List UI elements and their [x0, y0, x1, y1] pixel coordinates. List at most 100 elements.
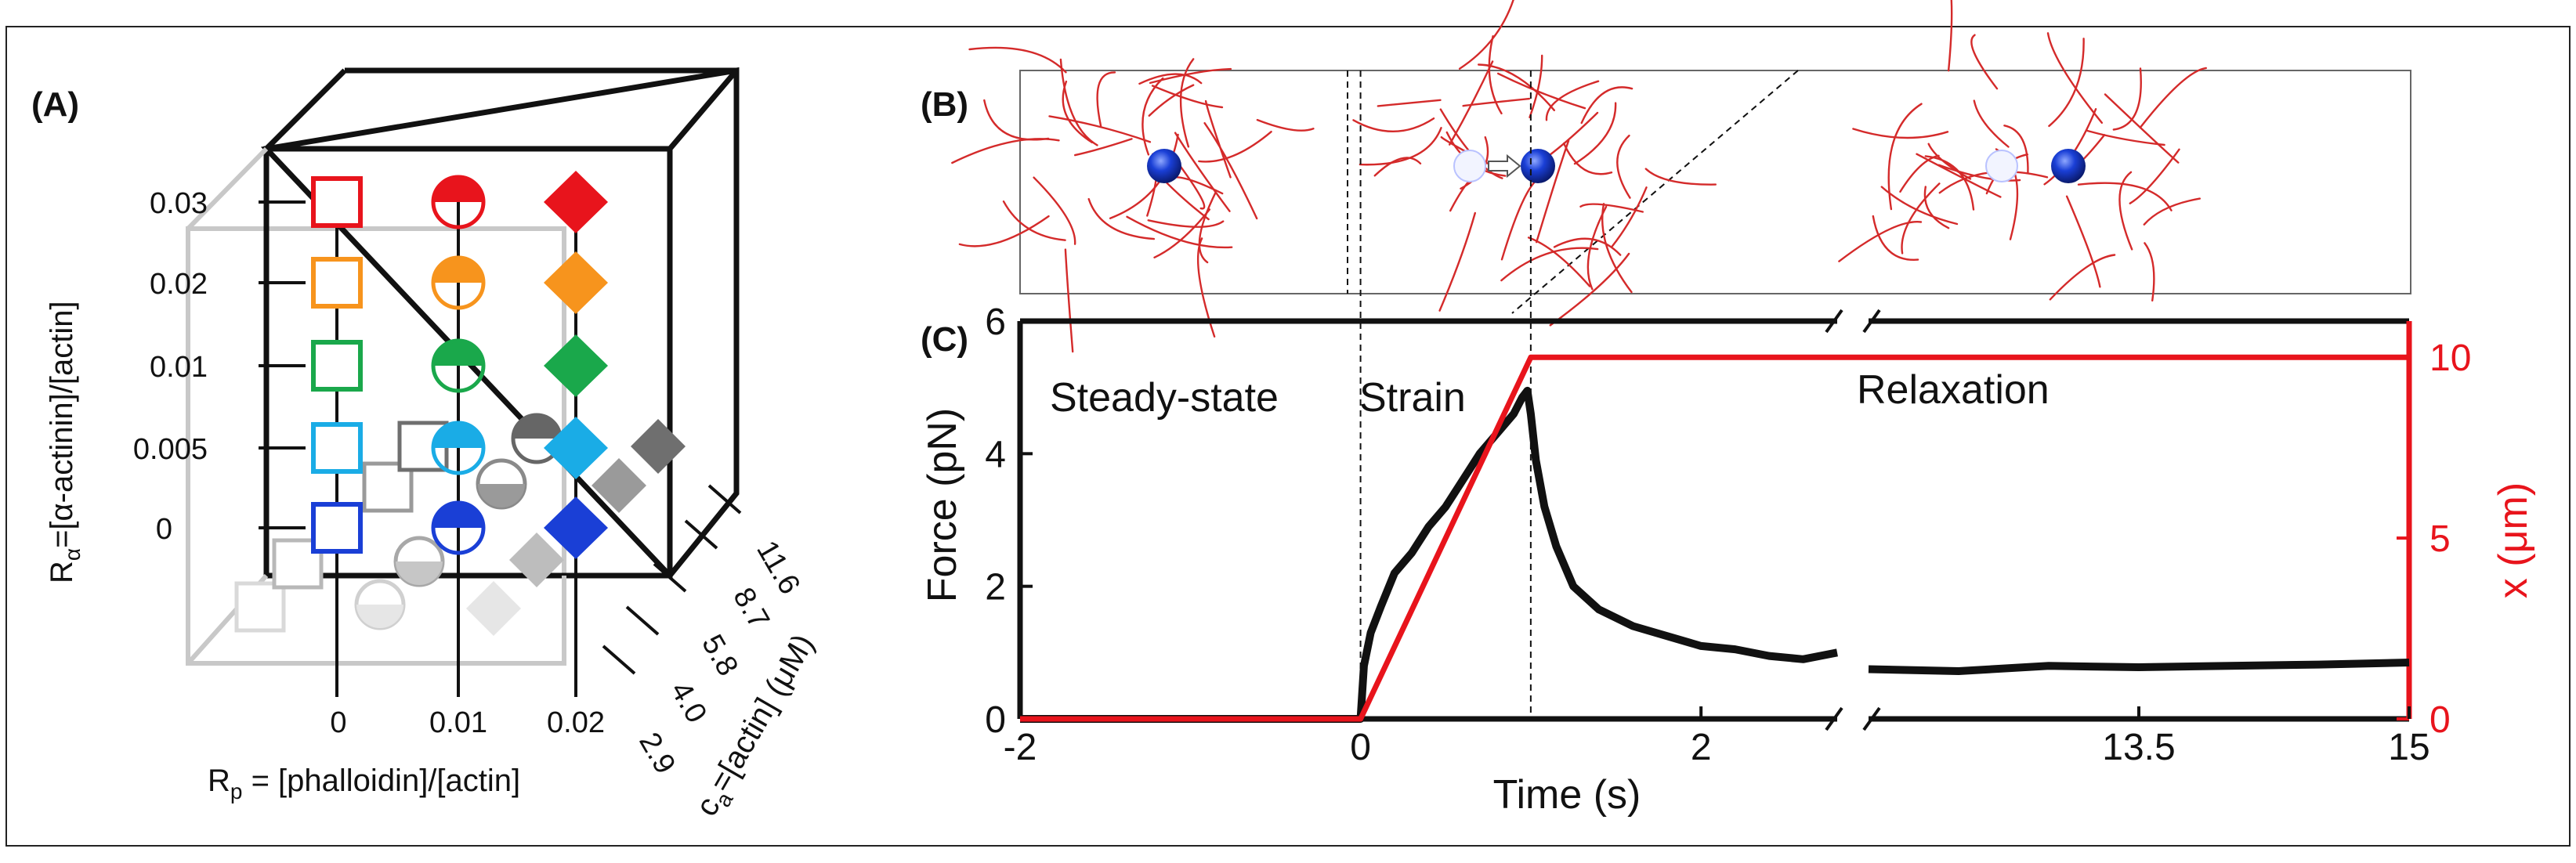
axis-break-mark — [1862, 309, 1881, 334]
color-markers — [311, 171, 608, 559]
actin-filament — [1937, 164, 2021, 182]
actin-filament — [1616, 134, 1631, 199]
actin-filament — [1927, 143, 1972, 180]
r-alpha-tick: 0.02 — [150, 268, 208, 301]
marker-diamond-r001 — [544, 334, 608, 397]
depth-square-marker — [234, 581, 286, 633]
actin-filament — [1198, 131, 1272, 163]
marker-diamond-r002 — [544, 251, 608, 314]
y2-tick-label: 5 — [2429, 518, 2451, 560]
depth-circle-marker-half — [356, 605, 403, 628]
marker-circle-r002 — [431, 255, 486, 310]
force-line — [1020, 386, 1838, 723]
r-p-tick: 0 — [330, 706, 346, 739]
marker-circle-r001 — [431, 338, 486, 393]
actin-filament — [2086, 129, 2165, 146]
frame-relaxation — [1985, 149, 2086, 183]
marker-circle-r0 — [431, 500, 486, 555]
actin-filament — [1611, 186, 1648, 247]
actin-filament — [1586, 205, 1608, 291]
r-alpha-axis-title: Rα=[α-actinin]/[actin] — [45, 301, 85, 583]
actin-filament — [1573, 102, 1617, 165]
panel-a-label: (A) — [31, 85, 79, 124]
actin-filament — [1601, 203, 1633, 294]
actin-filament — [1149, 67, 1232, 85]
r-alpha-tick: 0.03 — [150, 187, 208, 220]
actin-filament — [1924, 155, 1975, 211]
actin-filament — [1256, 118, 1315, 132]
y-tick-label: 4 — [985, 434, 1006, 475]
actin-filament — [1899, 154, 1940, 193]
actin-filament — [951, 138, 1060, 164]
y-axis-left-title: Force (pN) — [920, 408, 965, 602]
actin-filament — [1153, 208, 1210, 258]
actin-filament — [2065, 195, 2101, 288]
r-alpha-tick: 0.01 — [150, 351, 208, 384]
actin-filament — [1373, 157, 1422, 177]
axis-break-mark — [1825, 309, 1843, 334]
actin-filament — [1359, 127, 1442, 166]
region-label: Strain — [1359, 375, 1466, 421]
r-alpha-tick: 0.005 — [133, 433, 208, 466]
depth-circle-marker-half — [513, 415, 560, 439]
actin-filament — [983, 99, 1050, 141]
actin-filament — [1002, 200, 1066, 241]
r-p-axis-title: Rp = [phalloidin]/[actin] — [208, 764, 520, 803]
actin-filament — [1887, 103, 1923, 211]
bead — [2051, 149, 2086, 183]
actin-filament — [1033, 176, 1076, 245]
actin-filament — [1458, 0, 1514, 70]
marker-square-r002 — [311, 257, 363, 309]
actin-filament — [2049, 254, 2116, 301]
c-a-tick-lines — [602, 484, 742, 675]
actin-filament — [1553, 237, 1622, 256]
axis-break-mark — [1862, 706, 1881, 731]
actin-filament — [1497, 72, 1586, 110]
actin-filament — [1923, 186, 1950, 229]
marker-square-r003 — [311, 176, 363, 228]
actin-filament — [1352, 117, 1435, 132]
actin-filament — [1126, 215, 1233, 249]
actin-filament — [2112, 67, 2142, 131]
y-axis-right-title: x (μm) — [2491, 482, 2536, 598]
actin-filament — [1500, 247, 1599, 282]
actin-filament — [1148, 84, 1195, 117]
force-line — [1868, 659, 2410, 675]
position-line — [1020, 354, 2409, 722]
actin-filament — [1203, 122, 1258, 220]
actin-filament — [1141, 77, 1164, 156]
r-p-ticks: 0 0.01 0.02 — [330, 706, 605, 739]
actin-filament — [1151, 85, 1224, 109]
panel-b: (B) — [921, 0, 2411, 353]
actin-filament — [1488, 35, 1503, 115]
axis-break-mark — [1825, 706, 1843, 731]
actin-filament — [1545, 80, 1600, 121]
actin-filament — [1901, 182, 1941, 255]
depth-square-marker — [362, 461, 414, 513]
actin-filament — [2143, 197, 2201, 226]
depth-diamond-marker — [466, 581, 521, 636]
r-alpha-ticks: 0.03 0.02 0.01 0.005 0 — [133, 187, 208, 546]
actin-filament — [1644, 168, 1717, 186]
actin-filament — [1478, 63, 1555, 111]
marker-square-r001 — [311, 340, 363, 392]
actin-filament — [1549, 252, 1630, 327]
panel-c-label: (C) — [921, 320, 968, 359]
frame-steady-state — [1147, 149, 1181, 183]
y2-tick-label: 0 — [2429, 699, 2451, 741]
actin-filament — [2118, 171, 2133, 251]
actin-filament — [1074, 138, 1133, 157]
actin-filament — [1529, 54, 1543, 118]
marker-diamond-r003 — [544, 171, 608, 233]
actin-filament — [968, 46, 1067, 74]
actin-filament — [1174, 132, 1231, 212]
actin-filament — [1852, 128, 1949, 139]
marker-diamond-r0005 — [544, 417, 608, 479]
marker-square-r0 — [311, 502, 363, 554]
actin-filament — [1179, 58, 1195, 148]
r-alpha-tick: 0 — [156, 513, 172, 546]
actin-filament — [2077, 182, 2173, 211]
y-tick-label: 0 — [985, 699, 1006, 741]
